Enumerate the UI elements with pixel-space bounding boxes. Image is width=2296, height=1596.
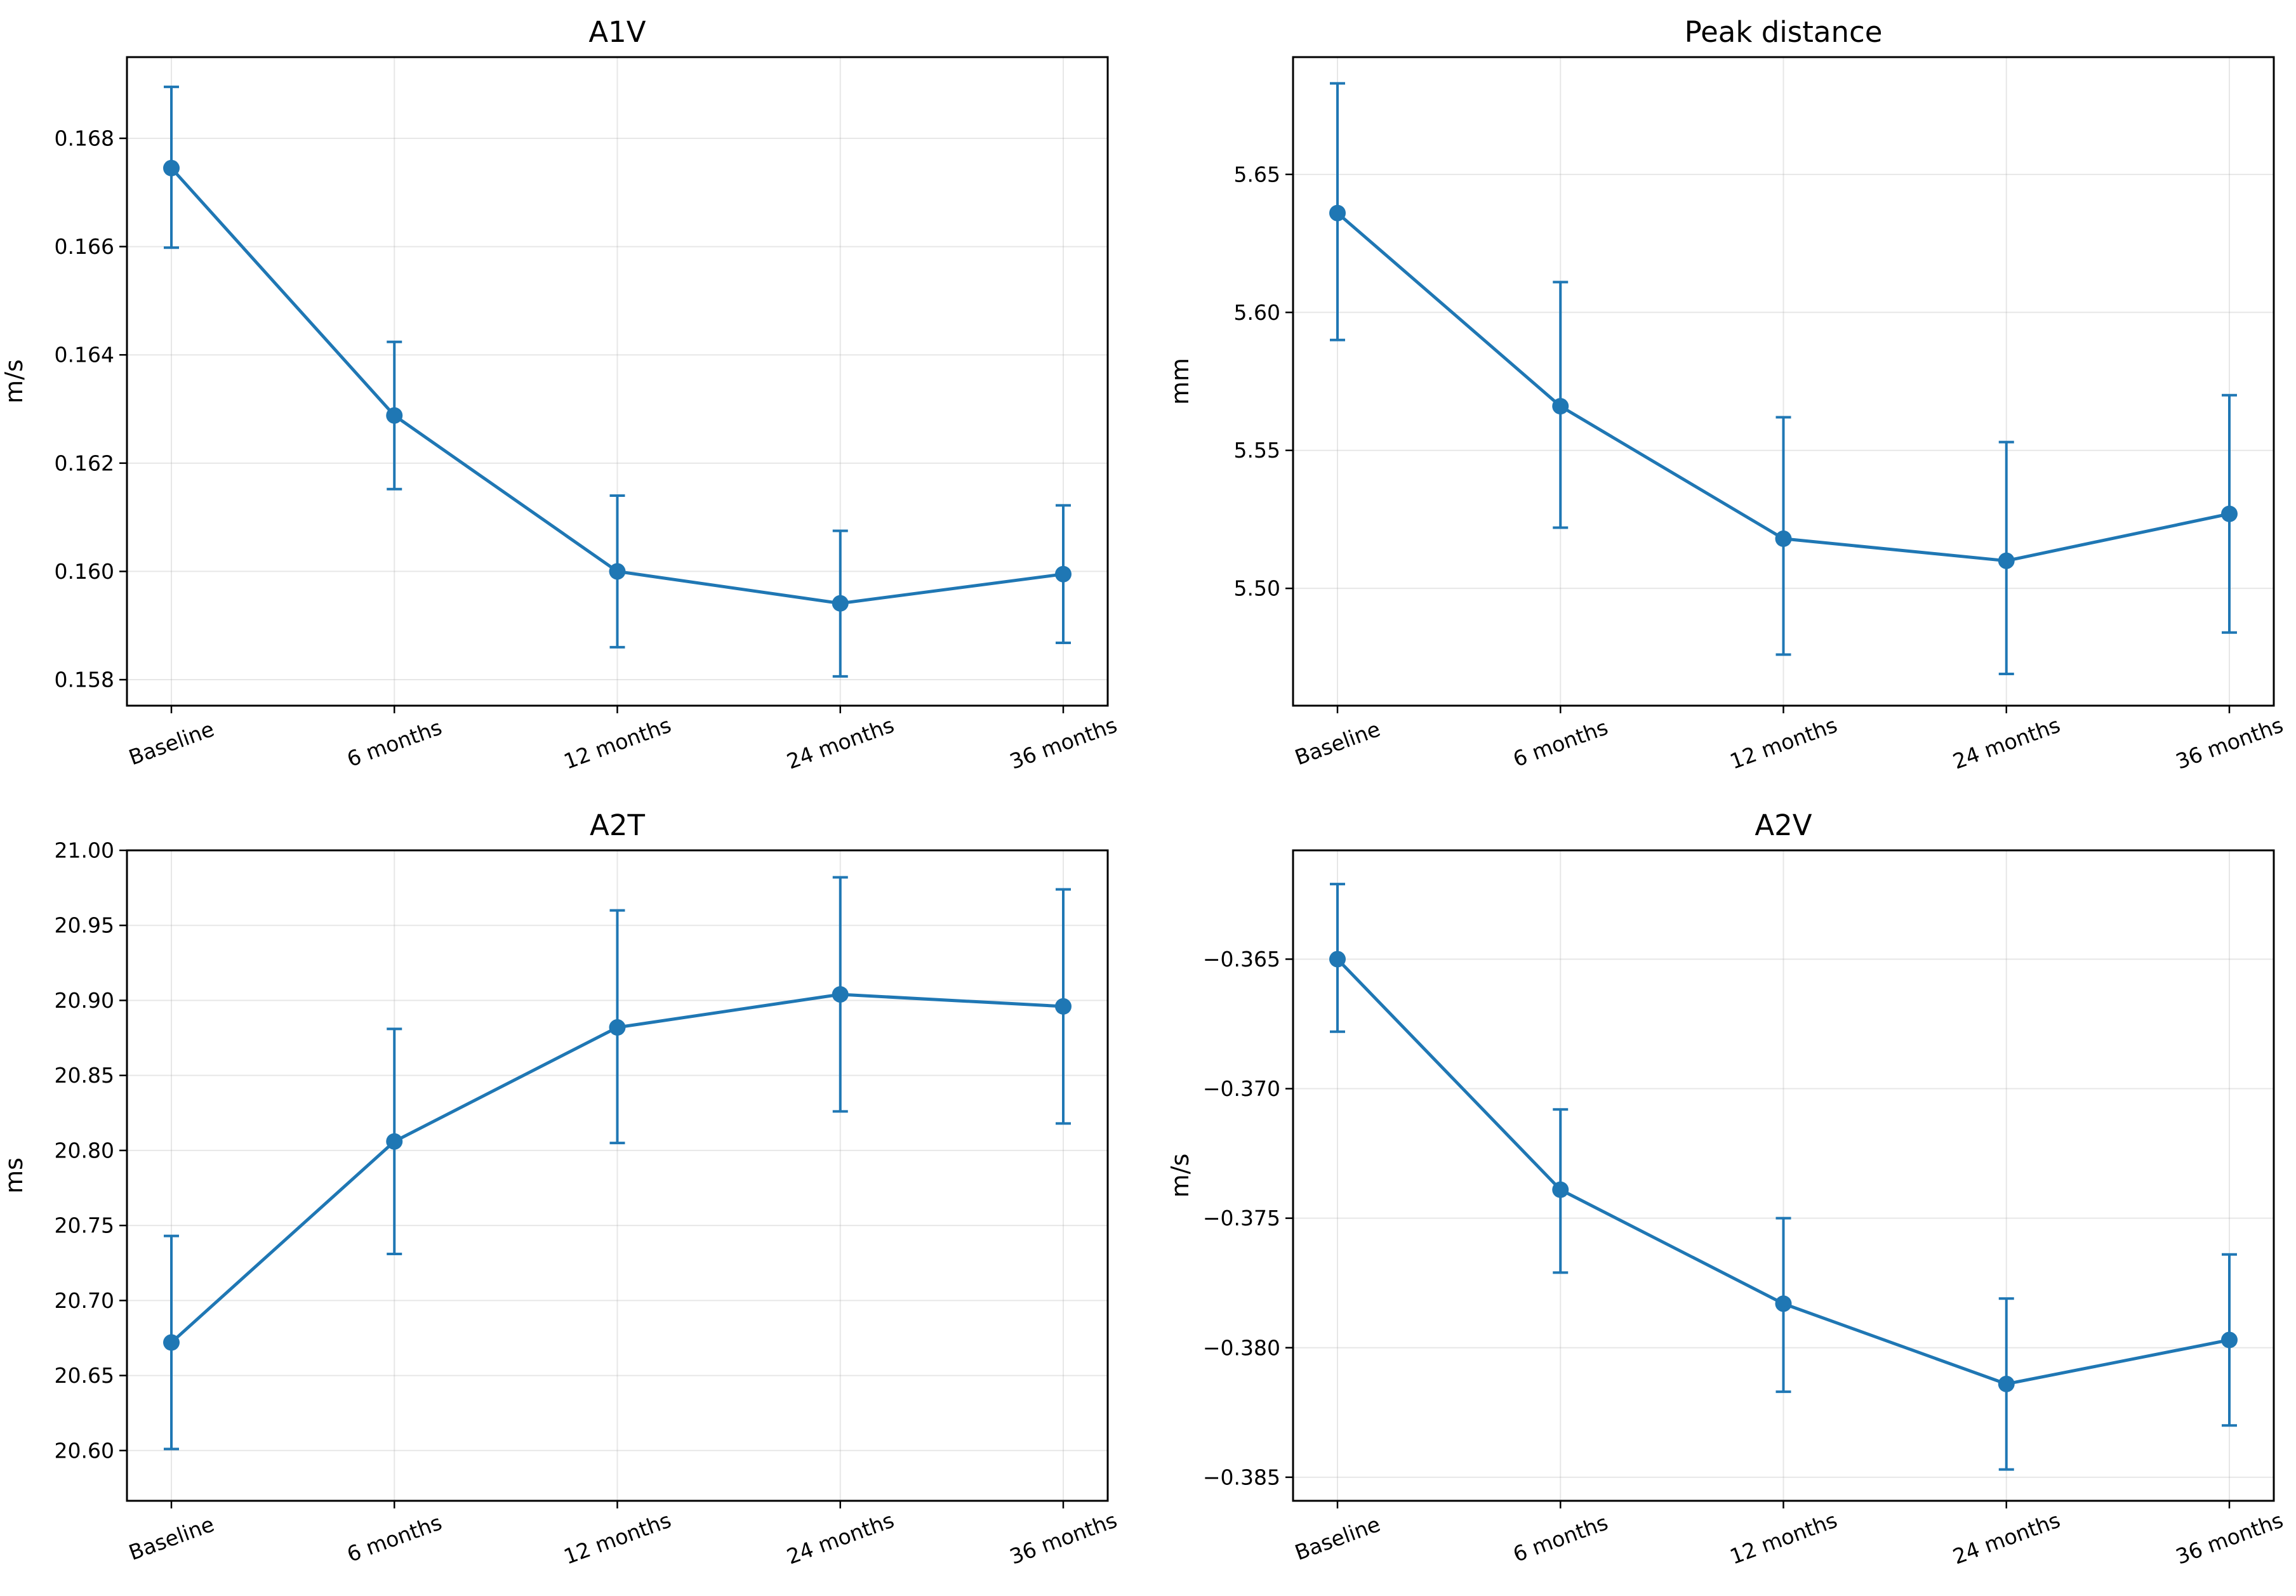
x-tick-label: 12 months xyxy=(561,713,674,774)
data-point xyxy=(1552,1181,1569,1198)
x-tick-label: 6 months xyxy=(1510,1510,1611,1567)
y-tick-label: 5.60 xyxy=(1234,300,1280,325)
y-tick-label: 0.158 xyxy=(55,668,114,692)
x-tick-label: 6 months xyxy=(1510,715,1611,772)
chart-panel-2: 5.50 5.55 5.60 5.65 Baseline 6 months 12 month… xyxy=(1166,15,2286,774)
x-tick-label: 24 months xyxy=(1949,1508,2063,1569)
y-tick-label: 20.85 xyxy=(55,1063,114,1088)
chart-title: A2T xyxy=(590,808,645,842)
y-tick-label: 0.166 xyxy=(55,234,114,259)
y-tick-label: −0.365 xyxy=(1203,947,1280,972)
data-point xyxy=(1329,951,1346,968)
y-tick-label: 5.55 xyxy=(1234,438,1280,463)
data-point xyxy=(2221,505,2238,522)
y-tick-label: −0.370 xyxy=(1203,1076,1280,1101)
x-tick-label: 36 months xyxy=(1006,1508,1120,1569)
y-tick-label: 20.60 xyxy=(55,1438,114,1463)
plot-frame xyxy=(126,56,1109,707)
x-tick-label: 36 months xyxy=(2172,713,2286,774)
y-tick-label: 20.95 xyxy=(55,913,114,938)
y-tick-label: 0.162 xyxy=(55,451,114,475)
data-point xyxy=(163,159,180,176)
data-point xyxy=(1329,204,1346,221)
data-point xyxy=(1775,1295,1792,1312)
x-tick-label: 24 months xyxy=(783,713,897,774)
data-point xyxy=(1552,398,1569,415)
data-point xyxy=(609,563,626,580)
y-axis-label: mm xyxy=(1166,358,1194,405)
chart-title: Peak distance xyxy=(1685,15,1883,49)
y-tick-label: 21.00 xyxy=(55,838,114,863)
chart-title: A2V xyxy=(1755,808,1812,842)
x-tick-label: Baseline xyxy=(1292,1512,1384,1566)
plot-frame xyxy=(126,849,1109,1502)
x-tick-label: Baseline xyxy=(1292,716,1384,770)
x-tick-label: 36 months xyxy=(1006,713,1120,774)
data-point xyxy=(1998,552,2015,569)
data-point xyxy=(1055,565,1072,583)
plot-frame xyxy=(1292,56,2275,707)
x-tick-label: 24 months xyxy=(1949,713,2063,774)
data-point xyxy=(2221,1331,2238,1349)
y-tick-label: 20.80 xyxy=(55,1138,114,1163)
y-tick-label: 20.75 xyxy=(55,1213,114,1238)
y-tick-label: 20.90 xyxy=(55,988,114,1013)
y-tick-label: 0.160 xyxy=(55,559,114,584)
x-tick-label: 12 months xyxy=(1727,713,1840,774)
data-point xyxy=(832,595,849,612)
chart-panel-3: 20.60 20.65 20.70 20.75 20.80 20.85 20.90 20.95… xyxy=(0,808,1120,1569)
data-point xyxy=(1055,998,1072,1015)
y-tick-label: −0.385 xyxy=(1203,1465,1280,1489)
x-tick-label: 6 months xyxy=(343,1510,445,1567)
data-point xyxy=(386,1133,403,1150)
x-tick-label: 36 months xyxy=(2172,1508,2286,1569)
data-point xyxy=(163,1334,180,1351)
x-tick-label: 24 months xyxy=(783,1508,897,1569)
x-tick-label: Baseline xyxy=(126,1512,218,1566)
y-tick-label: 5.65 xyxy=(1234,162,1280,187)
data-point xyxy=(609,1019,626,1036)
y-tick-label: 0.164 xyxy=(55,343,114,367)
data-point xyxy=(1775,530,1792,547)
plot-frame xyxy=(1292,849,2275,1502)
y-tick-label: −0.375 xyxy=(1203,1206,1280,1230)
x-tick-label: 6 months xyxy=(343,715,445,772)
x-tick-label: 12 months xyxy=(561,1508,674,1569)
y-axis-label: ms xyxy=(0,1157,28,1194)
y-axis-label: m/s xyxy=(0,359,28,404)
y-tick-label: −0.380 xyxy=(1203,1335,1280,1360)
x-tick-label: 12 months xyxy=(1727,1508,1840,1569)
data-point xyxy=(386,407,403,424)
chart-panel-4: −0.385 −0.380 −0.375 −0.370 −0.365 Baseline 6 … xyxy=(1166,808,2286,1569)
y-tick-label: 20.65 xyxy=(55,1363,114,1388)
y-tick-label: 20.70 xyxy=(55,1288,114,1313)
y-axis-label: m/s xyxy=(1166,1154,1194,1198)
y-tick-label: 0.168 xyxy=(55,126,114,150)
x-tick-label: Baseline xyxy=(126,716,218,770)
chart-panel-1: 0.158 0.160 0.162 0.164 0.166 0.168 Baseline 6 … xyxy=(0,15,1120,774)
data-point xyxy=(1998,1375,2015,1392)
data-point xyxy=(832,986,849,1003)
chart-title: A1V xyxy=(588,15,646,49)
y-tick-label: 5.50 xyxy=(1234,576,1280,601)
